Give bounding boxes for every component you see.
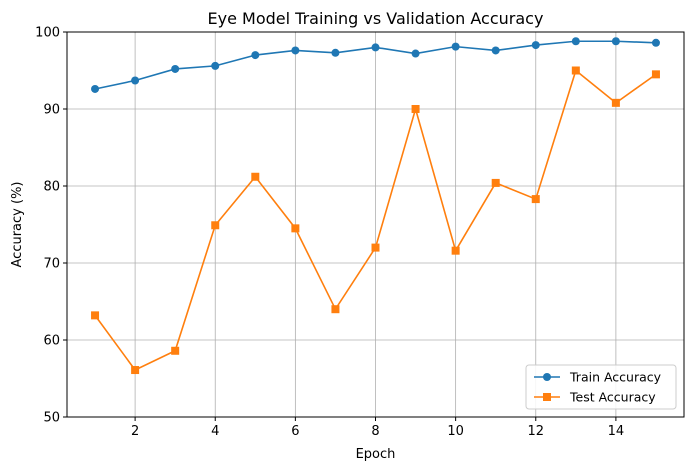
data-point (571, 37, 580, 46)
data-point (331, 305, 340, 314)
y-tick-label: 70 (43, 257, 60, 272)
data-point (531, 41, 540, 50)
legend-box (525, 364, 677, 410)
data-point (651, 38, 660, 47)
series-train-accuracy (91, 37, 660, 93)
data-point (491, 46, 500, 55)
data-point (451, 246, 460, 255)
data-point (371, 43, 380, 52)
x-tick-label: 14 (608, 424, 625, 439)
x-axis-label: Epoch (356, 447, 396, 462)
data-point (571, 66, 580, 75)
data-point (251, 51, 260, 60)
data-point (371, 243, 380, 252)
data-point (451, 42, 460, 51)
data-point (411, 49, 420, 58)
y-tick-label: 80 (43, 180, 60, 195)
legend-label: Train Accuracy (569, 370, 662, 385)
data-point (171, 64, 180, 73)
legend-label: Test Accuracy (569, 390, 656, 405)
axis-ticks: 2 4 6 8 10 12 14 50 60 70 80 90 100 (35, 26, 624, 440)
data-point (611, 98, 620, 107)
legend-marker (543, 393, 551, 401)
y-tick-label: 60 (43, 334, 60, 349)
data-point (531, 195, 540, 204)
data-point (131, 76, 140, 85)
data-point (211, 221, 220, 230)
legend-item: Test Accuracy (534, 390, 656, 405)
x-tick-label: 2 (131, 424, 139, 439)
data-point (211, 61, 220, 70)
data-point (611, 37, 620, 46)
x-tick-label: 8 (371, 424, 379, 439)
data-point (411, 105, 420, 113)
data-point (491, 178, 500, 187)
series-test-accuracy (91, 66, 660, 375)
data-point (291, 46, 300, 55)
y-axis-label: Accuracy (%) (10, 182, 25, 268)
series-layer (91, 37, 660, 375)
data-point (131, 366, 140, 375)
legend: Train Accuracy Test Accuracy (525, 364, 677, 410)
data-point (331, 48, 340, 57)
x-tick-label: 10 (447, 424, 464, 439)
x-tick-label: 12 (527, 424, 544, 439)
data-point (251, 172, 260, 181)
data-point (171, 346, 180, 355)
chart-title: Eye Model Training vs Validation Accurac… (208, 9, 544, 28)
x-tick-label: 4 (211, 424, 219, 439)
grid-lines (67, 31, 684, 418)
data-point (91, 311, 100, 320)
data-point (651, 70, 660, 79)
y-tick-label: 90 (43, 103, 60, 118)
y-tick-label: 50 (43, 411, 60, 426)
y-tick-label: 100 (35, 26, 60, 41)
x-tick-label: 6 (291, 424, 299, 439)
legend-item: Train Accuracy (534, 370, 662, 385)
legend-marker (543, 373, 551, 381)
data-point (291, 224, 300, 233)
data-point (91, 84, 100, 93)
